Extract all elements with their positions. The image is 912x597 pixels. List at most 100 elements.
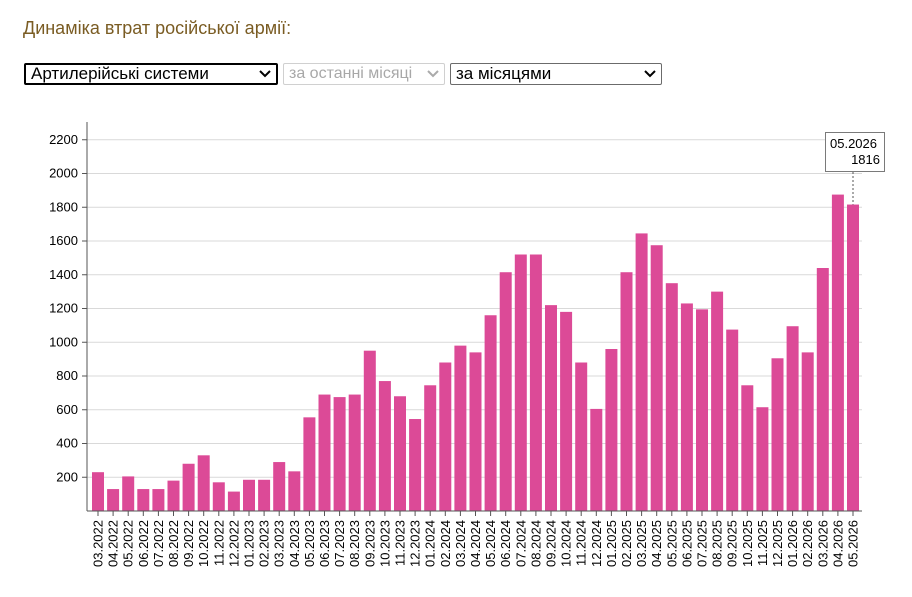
bar-11.2023[interactable] — [394, 396, 406, 511]
x-tick-label: 02.2025 — [619, 520, 634, 567]
bar-02.2026[interactable] — [801, 352, 814, 512]
x-tick-label: 01.2023 — [242, 520, 257, 567]
x-tick-label: 12.2024 — [589, 520, 604, 567]
x-tick-label: 02.2023 — [257, 520, 272, 567]
tooltip-date: 05.2026 — [830, 136, 877, 151]
bar-12.2024[interactable] — [590, 408, 603, 511]
bar-10.2025[interactable] — [741, 385, 754, 511]
bar-12.2023[interactable] — [409, 419, 422, 511]
x-tick-label: 03.2025 — [634, 520, 649, 567]
bar-04.2022[interactable] — [107, 489, 120, 511]
y-tick-label: 600 — [56, 402, 78, 417]
bar-05.2026[interactable] — [847, 204, 859, 512]
bar-08.2022[interactable] — [167, 480, 180, 512]
bar-09.2025[interactable] — [726, 329, 739, 511]
bar-06.2025[interactable] — [680, 303, 693, 511]
y-tick-label: 1000 — [49, 334, 78, 349]
bar-08.2023[interactable] — [348, 394, 361, 511]
chevron-down-icon — [258, 67, 272, 81]
y-tick-label: 1200 — [49, 301, 78, 316]
chart-bars — [92, 194, 859, 512]
chart-tooltip: 05.2026 1816 — [825, 132, 885, 172]
bar-01.2026[interactable] — [786, 326, 799, 511]
x-tick-label: 10.2022 — [196, 520, 211, 567]
bar-09.2024[interactable] — [545, 305, 557, 512]
grouping-select-value: за місяцями — [456, 64, 552, 83]
x-tick-label: 09.2025 — [725, 520, 740, 567]
bar-06.2023[interactable] — [318, 394, 331, 511]
bar-11.2022[interactable] — [212, 482, 225, 511]
x-tick-label: 03.2023 — [272, 520, 287, 567]
bar-01.2023[interactable] — [243, 479, 255, 511]
bar-11.2025[interactable] — [756, 407, 769, 511]
bar-09.2022[interactable] — [182, 463, 195, 511]
bar-05.2022[interactable] — [122, 476, 135, 511]
x-tick-label: 02.2026 — [800, 520, 815, 567]
page-title: Динаміка втрат російської армії: — [23, 18, 292, 38]
x-tick-label: 11.2022 — [211, 520, 226, 566]
x-tick-label: 12.2023 — [408, 520, 423, 567]
bar-07.2023[interactable] — [333, 397, 346, 511]
bar-04.2025[interactable] — [650, 245, 663, 511]
x-tick-label: 07.2024 — [513, 520, 528, 567]
chevron-down-icon — [643, 67, 657, 81]
bar-04.2026[interactable] — [831, 194, 844, 511]
bar-05.2025[interactable] — [665, 283, 678, 511]
tooltip-value: 1816 — [851, 152, 880, 167]
bar-04.2024[interactable] — [469, 352, 482, 512]
bar-07.2022[interactable] — [152, 489, 165, 511]
bar-08.2024[interactable] — [529, 254, 542, 512]
category-select[interactable]: Артилерійські системи — [24, 63, 278, 85]
bar-08.2025[interactable] — [711, 291, 724, 512]
bar-03.2025[interactable] — [635, 233, 648, 511]
bar-01.2024[interactable] — [424, 385, 437, 511]
x-tick-label: 12.2025 — [770, 520, 785, 567]
x-tick-label: 08.2022 — [166, 520, 181, 567]
bar-01.2025[interactable] — [605, 349, 618, 511]
bar-05.2024[interactable] — [484, 315, 497, 511]
bar-02.2025[interactable] — [620, 272, 633, 511]
x-tick-label: 08.2023 — [347, 520, 362, 567]
x-tick-label: 07.2023 — [332, 520, 347, 567]
y-axis-ticks: 200 400 600 800 1000 1200 1400 1600 1800 2000 2200 — [49, 132, 87, 484]
bar-10.2022[interactable] — [197, 455, 210, 511]
bar-11.2024[interactable] — [575, 362, 588, 512]
x-tick-label: 09.2022 — [181, 520, 196, 567]
y-tick-label: 200 — [56, 469, 78, 484]
category-select-value: Артилерійські системи — [31, 64, 209, 83]
bar-09.2023[interactable] — [363, 350, 376, 511]
x-tick-label: 10.2023 — [377, 520, 392, 567]
y-tick-label: 2000 — [49, 166, 78, 181]
x-tick-label: 09.2023 — [362, 520, 377, 567]
bar-12.2022[interactable] — [227, 491, 240, 511]
bar-03.2023[interactable] — [273, 462, 286, 511]
x-tick-label: 04.2026 — [830, 520, 845, 567]
bar-07.2025[interactable] — [696, 309, 708, 511]
y-tick-label: 800 — [56, 368, 78, 383]
y-tick-label: 2200 — [49, 132, 78, 147]
bar-04.2023[interactable] — [288, 471, 301, 511]
x-tick-label: 01.2025 — [604, 520, 619, 567]
bar-03.2022[interactable] — [92, 472, 104, 511]
x-tick-label: 01.2024 — [423, 520, 438, 567]
bar-02.2024[interactable] — [439, 362, 452, 512]
period-select-value: за останні місяці — [289, 65, 413, 82]
bar-10.2024[interactable] — [560, 311, 573, 512]
bar-03.2024[interactable] — [454, 345, 467, 512]
bar-07.2024[interactable] — [514, 254, 527, 512]
bar-12.2025[interactable] — [771, 358, 784, 511]
bar-03.2026[interactable] — [816, 268, 829, 511]
x-tick-label: 01.2026 — [785, 520, 800, 567]
chart-axes — [86, 122, 862, 512]
y-tick-label: 1600 — [49, 233, 78, 248]
bar-05.2023[interactable] — [303, 417, 316, 511]
y-tick-label: 1800 — [49, 199, 78, 214]
bar-06.2022[interactable] — [137, 489, 150, 511]
bar-10.2023[interactable] — [378, 381, 391, 511]
x-tick-label: 05.2026 — [846, 520, 861, 567]
grouping-select[interactable]: за місяцями — [450, 63, 662, 85]
x-tick-label: 06.2022 — [136, 520, 151, 567]
bar-06.2024[interactable] — [499, 272, 512, 511]
bar-02.2023[interactable] — [258, 479, 271, 511]
